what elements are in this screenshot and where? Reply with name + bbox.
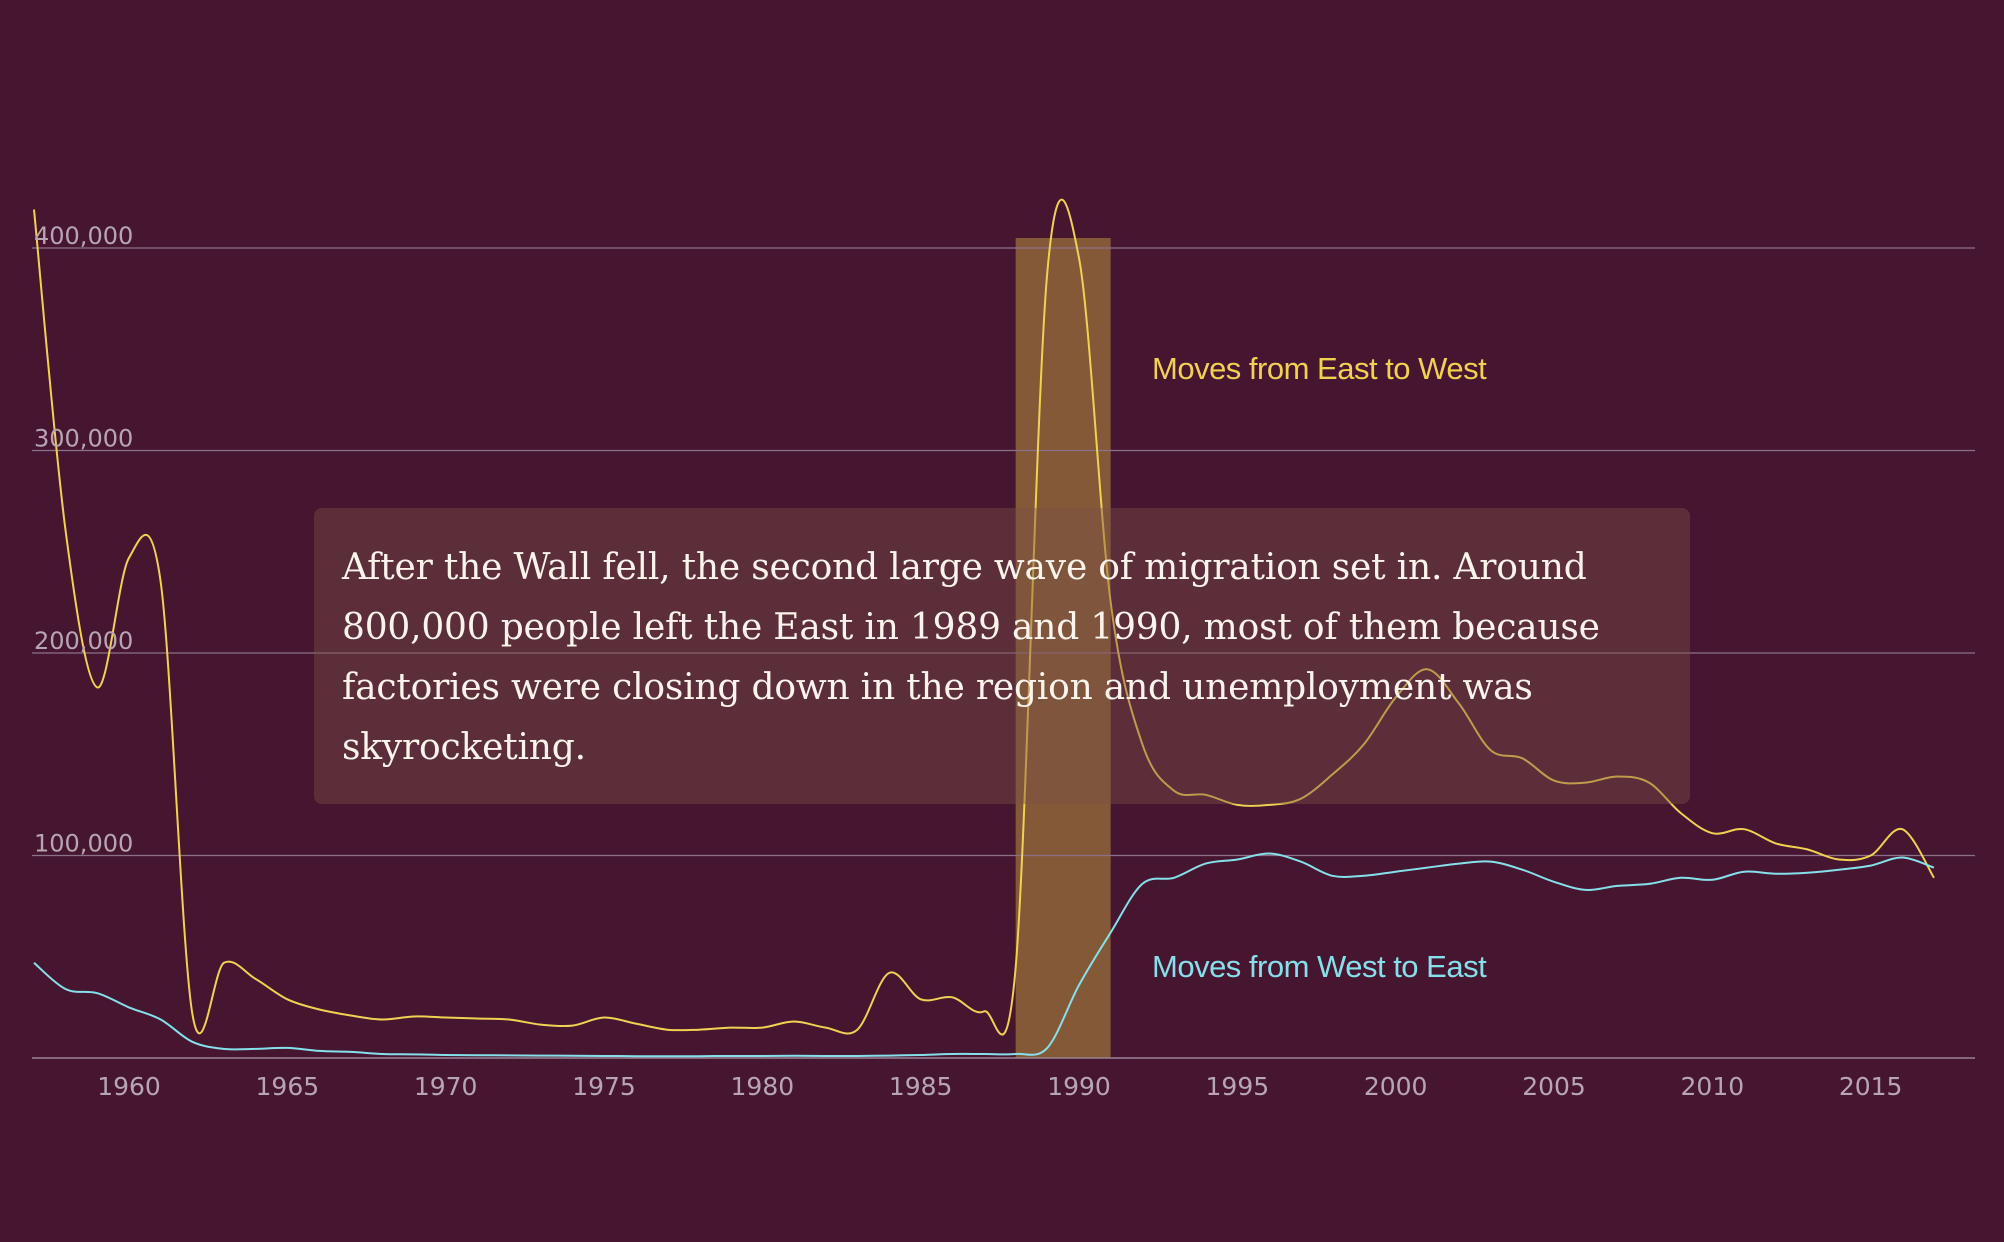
x-tick-label: 1970 bbox=[414, 1072, 478, 1101]
x-tick-label: 1985 bbox=[889, 1072, 953, 1101]
x-tick-label: 2010 bbox=[1681, 1072, 1745, 1101]
annotation-box: After the Wall fell, the second large wa… bbox=[314, 508, 1690, 804]
y-tick-label: 200,000 bbox=[34, 627, 133, 655]
gridlines bbox=[32, 247, 1975, 1059]
y-tick-label: 300,000 bbox=[34, 425, 133, 453]
series-line-east-to-west bbox=[33, 198, 1935, 1036]
x-tick-label: 1980 bbox=[731, 1072, 795, 1101]
x-axis-ticks: 1960 1965 1970 1975 1980 1985 1990 1995 2000 2005… bbox=[97, 1072, 1902, 1101]
series-lines bbox=[33, 198, 1935, 1058]
series-label-west-to-east: Moves from West to East bbox=[1152, 949, 1487, 984]
x-tick-label: 1990 bbox=[1047, 1072, 1111, 1101]
x-tick-label: 1975 bbox=[572, 1072, 636, 1101]
x-tick-label: 2000 bbox=[1364, 1072, 1428, 1101]
series-label-east-to-west: Moves from East to West bbox=[1152, 351, 1487, 386]
x-tick-label: 1995 bbox=[1206, 1072, 1270, 1101]
x-tick-label: 1960 bbox=[97, 1072, 161, 1101]
series-labels: Moves from East to West Moves from West t… bbox=[1152, 351, 1488, 984]
highlight-layer bbox=[1015, 238, 1111, 1058]
annotation-text: After the Wall fell, the second large wa… bbox=[342, 547, 1600, 768]
highlight-band-1989-1990 bbox=[1015, 238, 1111, 1058]
y-tick-label: 400,000 bbox=[34, 222, 133, 250]
x-tick-label: 1965 bbox=[256, 1072, 320, 1101]
y-tick-label: 100,000 bbox=[34, 830, 133, 858]
series-line-west-to-east bbox=[33, 852, 1935, 1058]
x-tick-label: 2015 bbox=[1839, 1072, 1903, 1101]
y-axis-ticks: 100,000 200,000 300,000 400,000 bbox=[34, 222, 133, 858]
x-tick-label: 2005 bbox=[1522, 1072, 1586, 1101]
